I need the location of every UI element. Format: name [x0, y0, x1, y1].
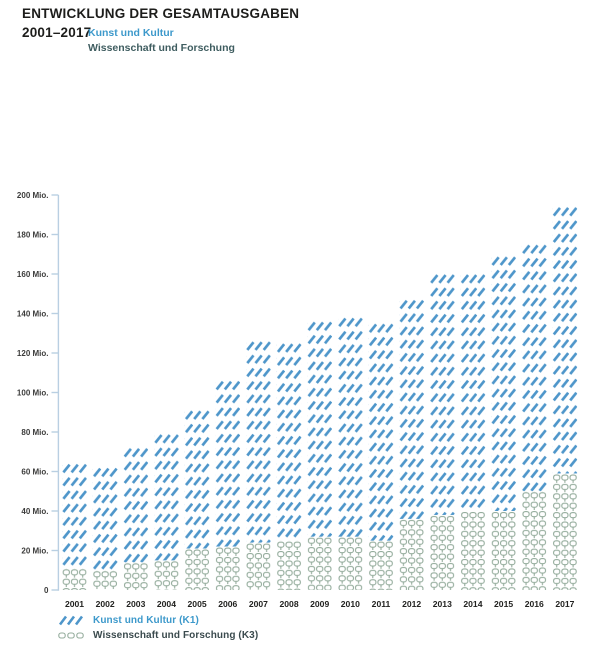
bar-segment-k3 — [123, 562, 149, 590]
legend-label-k1: Kunst und Kultur (K1) — [93, 615, 199, 626]
bar-segment-k1 — [399, 297, 424, 519]
bar-segment-k3 — [338, 536, 363, 590]
header-series-wissenschaft: Wissenschaft und Forschung — [88, 42, 235, 54]
bar-segment-k1 — [552, 204, 578, 474]
bars — [62, 204, 578, 590]
svg-text:40 Mio.: 40 Mio. — [21, 507, 48, 516]
svg-text:2016: 2016 — [525, 599, 544, 609]
svg-text:0: 0 — [44, 586, 49, 595]
bar-segment-k1 — [123, 445, 149, 563]
bar-segment-k3 — [276, 540, 302, 590]
page-title: ENTWICKLUNG DER GESAMTAUSGABEN — [22, 6, 300, 21]
svg-text:120 Mio.: 120 Mio. — [17, 349, 49, 358]
svg-text:2003: 2003 — [126, 599, 145, 609]
k1-hatch-icon — [58, 615, 84, 626]
bar-segment-k1 — [215, 378, 241, 547]
svg-text:2001: 2001 — [65, 599, 84, 609]
bar-segment-k3 — [491, 511, 516, 590]
bar-segment-k1 — [276, 341, 302, 541]
bar-segment-k1 — [491, 254, 516, 511]
svg-text:100 Mio.: 100 Mio. — [17, 388, 49, 397]
svg-text:2007: 2007 — [249, 599, 268, 609]
bar-segment-k3 — [460, 511, 486, 590]
svg-text:2017: 2017 — [555, 599, 574, 609]
bar-segment-k1 — [338, 315, 363, 537]
svg-text:180 Mio.: 180 Mio. — [17, 230, 49, 239]
svg-text:2002: 2002 — [96, 599, 115, 609]
svg-text:2006: 2006 — [218, 599, 237, 609]
bar-segment-k3 — [92, 570, 118, 590]
svg-text:140 Mio.: 140 Mio. — [17, 309, 49, 318]
svg-text:2015: 2015 — [494, 599, 513, 609]
svg-text:80 Mio.: 80 Mio. — [21, 428, 48, 437]
svg-text:2005: 2005 — [188, 599, 207, 609]
bar-segment-k1 — [460, 272, 486, 511]
svg-text:2014: 2014 — [463, 599, 482, 609]
chart-period: 2001–2017 — [22, 25, 92, 40]
legend-label-k3: Wissenschaft und Forschung (K3) — [93, 630, 259, 641]
svg-text:60 Mio.: 60 Mio. — [21, 467, 48, 476]
bar-segment-k3 — [552, 473, 578, 590]
bar-segment-k3 — [154, 560, 179, 590]
svg-text:20 Mio.: 20 Mio. — [21, 546, 48, 555]
svg-text:2010: 2010 — [341, 599, 360, 609]
chart-legend: Kunst und Kultur (K1) Wissenschaft und F… — [58, 613, 258, 643]
bar-segment-k1 — [184, 408, 210, 549]
bar-segment-k1 — [246, 339, 271, 543]
svg-text:160 Mio.: 160 Mio. — [17, 270, 49, 279]
svg-text:2008: 2008 — [279, 599, 298, 609]
bar-segment-k3 — [399, 518, 424, 590]
bar-segment-k3 — [62, 568, 87, 590]
bar-segment-k1 — [307, 319, 332, 537]
y-axis: 0 20 Mio. 40 Mio. 60 Mio. 80 Mio. 100 Mio. 120… — [17, 191, 60, 595]
bar-segment-k1 — [521, 242, 547, 492]
bar-segment-k3 — [307, 536, 332, 590]
bar-segment-k3 — [368, 540, 394, 590]
bar-segment-k3 — [184, 548, 210, 590]
svg-text:2009: 2009 — [310, 599, 329, 609]
svg-text:2004: 2004 — [157, 599, 176, 609]
svg-text:2011: 2011 — [372, 599, 391, 609]
x-axis-labels: 2001 2002 2003 2004 2005 2006 2007 2008 2009 2010… — [65, 599, 575, 609]
bar-segment-k1 — [368, 321, 394, 541]
bar-segment-k3 — [215, 546, 241, 590]
legend-item-k3: Wissenschaft und Forschung (K3) — [58, 628, 258, 643]
bar-segment-k1 — [92, 465, 118, 571]
svg-text:200 Mio.: 200 Mio. — [17, 191, 49, 200]
bar-segment-k1 — [430, 272, 455, 515]
header-series-kunst: Kunst und Kultur — [88, 27, 174, 39]
bar-segment-k3 — [246, 542, 271, 590]
legend-item-k1: Kunst und Kultur (K1) — [58, 613, 258, 628]
bar-segment-k1 — [62, 461, 87, 569]
svg-text:2013: 2013 — [433, 599, 452, 609]
bar-segment-k3 — [430, 514, 455, 590]
bar-segment-k1 — [154, 432, 179, 561]
bar-segment-k3 — [521, 491, 547, 590]
k3-circles-icon — [58, 632, 84, 639]
svg-text:2012: 2012 — [402, 599, 421, 609]
